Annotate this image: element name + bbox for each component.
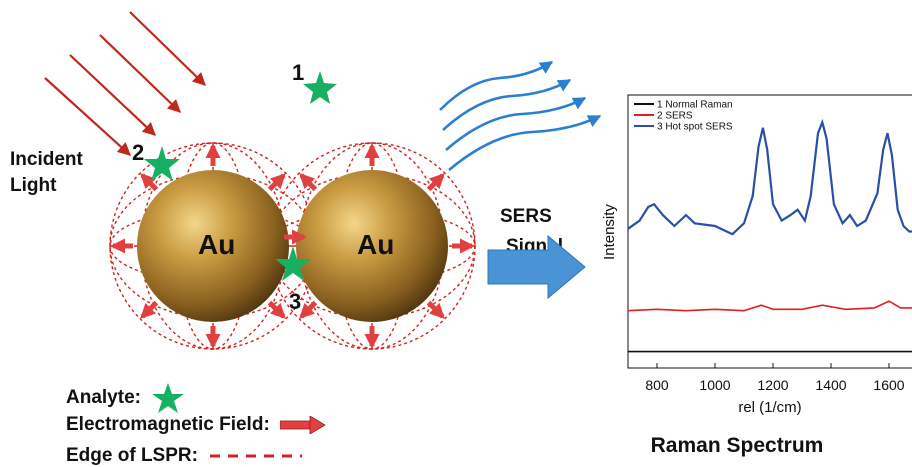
series-line-2 bbox=[627, 300, 912, 312]
x-tick-label: 1000 bbox=[699, 377, 730, 393]
legend-field-label: Electromagnetic Field: bbox=[66, 414, 270, 435]
star-icon bbox=[151, 383, 184, 413]
field-arrow bbox=[267, 173, 286, 192]
legend-edge: Edge of LSPR: bbox=[66, 445, 304, 467]
y-axis-label: Intensity bbox=[601, 204, 618, 260]
analyte-star-2 bbox=[144, 146, 180, 181]
plot-frame bbox=[627, 94, 912, 369]
field-arrow bbox=[140, 300, 159, 319]
arrow-icon bbox=[279, 416, 326, 434]
electromagnetic-field-arrows bbox=[110, 143, 475, 349]
chart-title: Raman Spectrum bbox=[651, 434, 824, 457]
analyte-star-3 bbox=[275, 246, 311, 281]
x-tick-label: 800 bbox=[645, 377, 669, 393]
signal-arrow bbox=[487, 234, 586, 300]
legend-entry: 2 SERS bbox=[657, 111, 693, 122]
series-line-3 bbox=[627, 118, 912, 236]
legend-entry: 1 Normal Raman bbox=[657, 100, 733, 111]
incident-light-label-line1: Incident bbox=[10, 149, 84, 170]
field-arrow bbox=[267, 300, 286, 319]
x-tick-label: 1200 bbox=[757, 377, 788, 393]
position-label-2: 2 bbox=[132, 140, 144, 165]
field-arrow bbox=[426, 300, 445, 319]
scattered-signal-waves bbox=[439, 60, 602, 171]
sers-signal-label-line1: SERS bbox=[500, 206, 552, 227]
field-arrow bbox=[299, 300, 318, 319]
position-label-1: 1 bbox=[292, 60, 304, 85]
incident-light-rays bbox=[44, 11, 206, 156]
analyte-star-1 bbox=[303, 71, 337, 104]
legend-analyte-label: Analyte: bbox=[66, 387, 141, 408]
x-tick-label: 1400 bbox=[815, 377, 846, 393]
legend-field: Electromagnetic Field: bbox=[66, 414, 326, 436]
dashed-line-icon bbox=[209, 454, 302, 458]
legend-analyte: Analyte: bbox=[66, 382, 185, 414]
gold-nanoparticle-right bbox=[296, 170, 448, 322]
legend-edge-label: Edge of LSPR: bbox=[66, 445, 198, 466]
gold-nanoparticle-left bbox=[137, 170, 289, 322]
au-label-right: Au bbox=[357, 229, 394, 260]
field-arrow bbox=[426, 173, 445, 192]
au-label-left: Au bbox=[198, 229, 235, 260]
field-arrow bbox=[140, 173, 159, 192]
legend-entry: 3 Hot spot SERS bbox=[657, 122, 733, 133]
x-tick-label: 1600 bbox=[873, 377, 904, 393]
field-arrow bbox=[299, 173, 318, 192]
incident-light-label-line2: Light bbox=[10, 175, 57, 196]
position-label-3: 3 bbox=[289, 289, 301, 314]
x-axis-label: rel (1/cm) bbox=[738, 399, 801, 416]
